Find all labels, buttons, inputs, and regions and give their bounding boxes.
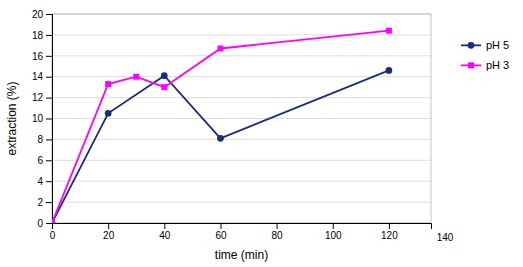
x-tick-label: 120 [381,230,398,241]
y-tick-mark [46,202,52,203]
y-tick-mark [46,139,52,140]
x-axis: 0 20 40 60 80 100 120 [50,223,432,241]
legend-symbol [468,42,475,49]
y-tick-label: 0 [37,218,43,229]
y-tick: 14 [32,71,52,82]
x-tick: 0 [50,223,56,241]
legend-item: pH 3 [461,59,509,71]
x-axis-line [53,224,432,230]
y-tick-label: 10 [32,113,44,124]
legend-symbol [468,62,474,68]
point [386,28,392,34]
y-tick-label: 2 [37,197,43,208]
y-tick-label: 14 [32,71,44,82]
y-tick-label: 8 [37,134,43,145]
line [52,31,389,223]
grid-line [52,202,431,203]
y-tick-label: 20 [32,9,44,20]
y-tick-mark [46,223,52,224]
x-tick-label: 80 [272,230,284,241]
y-tick-mark [46,35,52,36]
grid-line [52,181,431,182]
grid-line [52,118,431,119]
y-tick: 10 [32,113,52,124]
y-tick: 6 [37,155,52,166]
x-tick-label: 100 [325,230,342,241]
plot-frame [52,14,431,223]
y-tick-label: 6 [37,155,43,166]
x-tick: 40 [159,223,171,241]
y-tick-mark [46,160,52,161]
x-tick: 20 [103,223,115,241]
y-tick: 0 [37,218,52,229]
legend-label: pH 3 [486,59,509,71]
y-tick: 12 [32,92,52,103]
x-tick: 60 [215,223,227,241]
point [52,220,55,223]
y-axis-line [46,15,53,224]
point [133,74,139,80]
y-tick-mark [46,181,52,182]
point [105,110,112,117]
x-tick-mark [220,223,221,229]
point [161,84,167,90]
point [161,72,168,79]
point [105,81,111,87]
y-axis: 0 2 4 6 8 10 12 14 16 18 20 [32,9,53,229]
y-tick: 2 [37,197,52,208]
grid-line [52,55,431,56]
y-tick-label: 4 [37,176,43,187]
y-tick-mark [46,119,52,120]
x-tick-mark [164,223,165,229]
y-tick-label: 16 [32,51,44,62]
y-tick-mark [46,77,52,78]
grid-line [52,97,431,98]
y-axis-title: extraction (%) [5,81,19,155]
x-tick-mark [108,223,109,229]
x-tick-label: 20 [103,230,115,241]
grid-line [52,34,431,35]
annotation: 140 [437,232,454,243]
x-tick-label: 40 [159,230,171,241]
legend-label: pH 5 [486,39,509,51]
legend-item: pH 5 [461,39,509,51]
y-tick-label: 18 [32,30,44,41]
x-tick: 120 [381,223,398,241]
x-tick-mark [389,223,390,229]
y-tick: 16 [32,51,52,62]
grid-line [52,139,431,140]
plot: 0 20 40 60 80 100 120 0 2 4 6 8 10 12 14 16 18 20 140 time … [5,9,509,262]
x-tick-label: 0 [50,230,56,241]
y-tick-mark [46,56,52,57]
y-tick: 8 [37,134,52,145]
x-tick-mark [277,223,278,229]
x-tick: 80 [272,223,284,241]
x-tick-mark [333,223,334,229]
y-tick: 20 [32,9,52,20]
x-tick-label: 60 [215,230,227,241]
point [386,67,393,74]
point [52,220,55,223]
y-tick: 18 [32,30,52,41]
marks [52,28,392,223]
grid [52,14,431,223]
legend: pH 5 pH 3 [461,39,509,71]
line [52,70,389,223]
grid-line [52,160,431,161]
x-axis-title: time (min) [215,248,268,262]
point [217,45,223,51]
y-tick: 4 [37,176,52,187]
point [217,135,224,142]
y-tick-mark [46,98,52,99]
x-tick: 100 [325,223,342,241]
chart: 0 20 40 60 80 100 120 0 2 4 6 8 10 12 14 16 18 20 140 time … [0,0,523,267]
y-tick-mark [46,14,52,15]
y-tick-label: 12 [32,92,44,103]
